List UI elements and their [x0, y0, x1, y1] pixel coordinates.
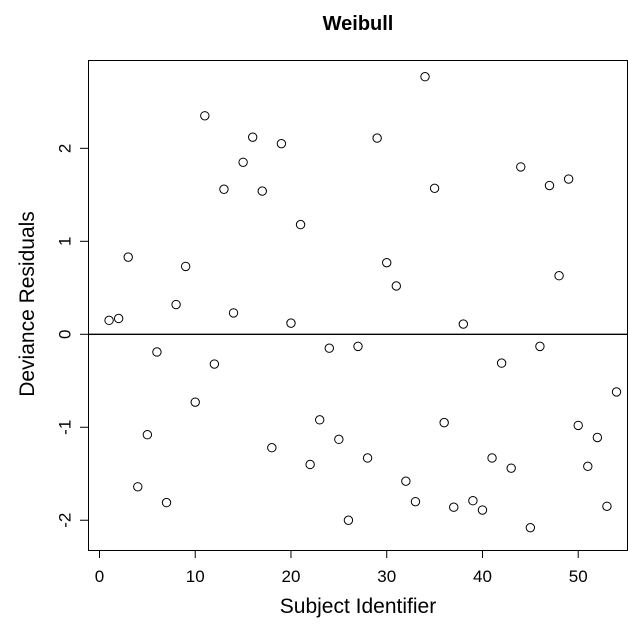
- data-point: [104, 315, 114, 326]
- data-point: [487, 453, 497, 463]
- data-point: [315, 415, 325, 425]
- data-point: [477, 505, 488, 515]
- data-point: [362, 453, 373, 463]
- y-axis-label: Deviance Residuals: [16, 211, 39, 397]
- data-point: [286, 318, 296, 328]
- data-point: [343, 515, 354, 525]
- data-point: [324, 343, 334, 353]
- data-points: [104, 72, 622, 533]
- x-axis: 0 10 20 30 40 50: [95, 550, 588, 586]
- data-point: [592, 432, 603, 443]
- data-point: [410, 496, 421, 507]
- data-point: [535, 341, 545, 352]
- data-point: [190, 397, 200, 407]
- data-point: [391, 281, 401, 291]
- data-point: [401, 476, 411, 486]
- data-point: [372, 133, 382, 143]
- data-point: [420, 72, 430, 82]
- y-tick-label: 0: [55, 330, 74, 339]
- data-point: [142, 430, 153, 440]
- data-point: [429, 183, 440, 194]
- data-point: [133, 482, 143, 492]
- data-point: [382, 257, 392, 268]
- data-point: [219, 184, 229, 194]
- data-point: [171, 299, 181, 310]
- y-tick-label: -2: [55, 513, 74, 528]
- data-point: [257, 186, 267, 196]
- data-point: [276, 138, 287, 149]
- data-point: [200, 111, 210, 121]
- data-point: [123, 252, 133, 262]
- data-point: [113, 313, 124, 324]
- data-point: [583, 461, 593, 472]
- data-point: [449, 502, 459, 512]
- plot-frame: [88, 60, 628, 551]
- data-point: [161, 497, 172, 508]
- data-point: [496, 358, 507, 368]
- data-point: [506, 463, 516, 473]
- data-point: [247, 132, 258, 142]
- data-point: [305, 459, 315, 470]
- y-tick-label: 2: [55, 144, 74, 153]
- y-tick-label: 1: [55, 237, 74, 246]
- data-point: [267, 443, 277, 453]
- data-point: [209, 359, 220, 369]
- data-point: [468, 496, 478, 506]
- data-point: [334, 434, 344, 445]
- chart-title: Weibull: [323, 13, 394, 35]
- data-point: [353, 341, 363, 352]
- x-tick-label: 10: [186, 567, 205, 586]
- data-point: [516, 162, 526, 172]
- data-point: [228, 308, 239, 318]
- data-point: [602, 501, 612, 511]
- data-point: [544, 180, 555, 191]
- data-point: [573, 420, 583, 431]
- x-tick-label: 50: [569, 567, 588, 586]
- x-tick-label: 40: [473, 567, 492, 586]
- x-axis-label: Subject Identifier: [280, 595, 436, 618]
- data-point: [152, 347, 162, 357]
- data-point: [180, 261, 191, 272]
- data-point: [525, 522, 536, 533]
- x-tick-label: 20: [282, 567, 301, 586]
- y-tick-label: -1: [55, 420, 74, 435]
- data-point: [563, 174, 574, 184]
- data-point: [439, 417, 449, 428]
- x-tick-label: 30: [377, 567, 396, 586]
- data-point: [611, 387, 622, 397]
- data-point: [458, 319, 469, 329]
- x-tick-label: 0: [95, 567, 104, 586]
- data-point: [554, 271, 564, 281]
- y-axis: -2 -1 0 1 2: [55, 144, 88, 528]
- data-point: [238, 157, 248, 167]
- data-point: [295, 219, 306, 230]
